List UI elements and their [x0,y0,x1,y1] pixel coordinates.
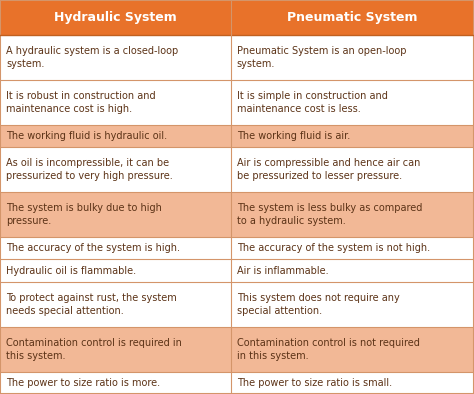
Bar [0,327,231,372]
Bar [231,125,474,147]
Text: Hydraulic System: Hydraulic System [54,11,177,24]
Text: The working fluid is hydraulic oil.: The working fluid is hydraulic oil. [6,131,167,141]
Bar [0,147,231,192]
Bar [231,147,474,192]
Bar [231,80,474,125]
Bar [231,372,474,394]
Text: It is simple in construction and
maintenance cost is less.: It is simple in construction and mainten… [237,91,388,114]
Bar [0,192,231,237]
Bar [0,0,231,35]
Bar [231,282,474,327]
Text: The power to size ratio is more.: The power to size ratio is more. [6,378,160,388]
Text: Pneumatic System is an open-loop
system.: Pneumatic System is an open-loop system. [237,46,406,69]
Bar [231,327,474,372]
Text: Contamination control is not required
in this system.: Contamination control is not required in… [237,338,419,361]
Bar [231,259,474,282]
Bar [231,237,474,259]
Text: The power to size ratio is small.: The power to size ratio is small. [237,378,392,388]
Bar [231,192,474,237]
Text: The system is less bulky as compared
to a hydraulic system.: The system is less bulky as compared to … [237,203,422,226]
Text: The system is bulky due to high
pressure.: The system is bulky due to high pressure… [6,203,162,226]
Bar [0,35,231,80]
Text: As oil is incompressible, it can be
pressurized to very high pressure.: As oil is incompressible, it can be pres… [6,158,173,181]
Bar [0,80,231,125]
Text: Air is inflammable.: Air is inflammable. [237,266,328,275]
Bar [0,282,231,327]
Text: The accuracy of the system is not high.: The accuracy of the system is not high. [237,243,430,253]
Bar [231,35,474,80]
Text: Hydraulic oil is flammable.: Hydraulic oil is flammable. [6,266,136,275]
Text: This system does not require any
special attention.: This system does not require any special… [237,293,400,316]
Text: It is robust in construction and
maintenance cost is high.: It is robust in construction and mainten… [6,91,155,114]
Bar [231,0,474,35]
Text: A hydraulic system is a closed-loop
system.: A hydraulic system is a closed-loop syst… [6,46,178,69]
Text: The accuracy of the system is high.: The accuracy of the system is high. [6,243,180,253]
Text: To protect against rust, the system
needs special attention.: To protect against rust, the system need… [6,293,177,316]
Bar [0,259,231,282]
Bar [0,237,231,259]
Text: The working fluid is air.: The working fluid is air. [237,131,350,141]
Text: Contamination control is required in
this system.: Contamination control is required in thi… [6,338,182,361]
Text: Pneumatic System: Pneumatic System [287,11,418,24]
Text: Air is compressible and hence air can
be pressurized to lesser pressure.: Air is compressible and hence air can be… [237,158,420,181]
Bar [0,372,231,394]
Bar [0,125,231,147]
